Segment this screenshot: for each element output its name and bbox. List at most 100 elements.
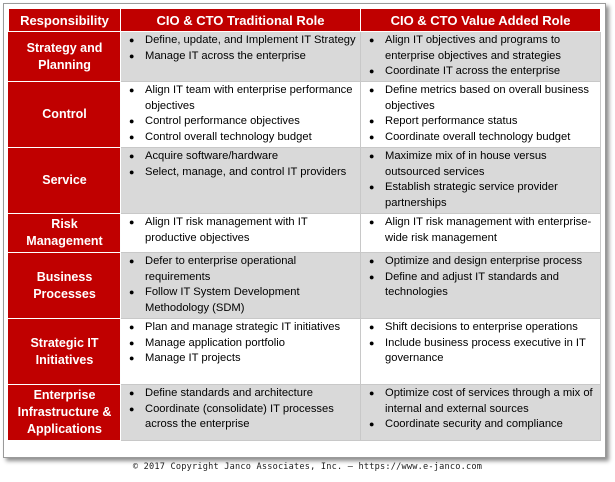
- bullet-icon: ●: [369, 35, 375, 45]
- list-item: ● Coordinate security and compliance: [363, 417, 596, 433]
- bullet-icon: ●: [369, 271, 375, 282]
- list-item-text: Acquire software/hardware: [145, 150, 279, 162]
- table-row: Strategic IT Initiatives ● Plan and manage…: [8, 318, 601, 385]
- list-item: ● Coordinate IT across the enterprise: [363, 64, 596, 80]
- list-item: ● Define metrics based on overall busines…: [363, 83, 596, 114]
- bullet-icon: ●: [129, 337, 135, 348]
- responsibility-cell: Risk Management: [8, 213, 121, 253]
- list-item-text: Shift decisions to enterprise operations: [385, 321, 578, 333]
- responsibility-cell: Enterprise Infrastructure & Applications: [8, 384, 121, 441]
- responsibility-cell: Control: [8, 81, 121, 148]
- table-row: Strategy and Planning ● Define, update, an…: [8, 31, 601, 82]
- bullet-icon: ●: [129, 287, 135, 297]
- value-added-role-cell: ● Align IT objectives and programs to ent…: [360, 31, 601, 82]
- bullet-list: ● Align IT risk management with IT produc…: [123, 215, 356, 246]
- list-item-text: Plan and manage strategic IT initiatives: [145, 321, 341, 333]
- value-added-role-cell: ● Shift decisions to enterprise operation…: [360, 318, 601, 385]
- bullet-list: ● Align IT team with enterprise performan…: [123, 83, 356, 145]
- bullet-list: ● Maximize mix of in house versus outsour…: [363, 149, 596, 211]
- list-item: ● Establish strategic service provider pa…: [363, 180, 596, 211]
- list-item: ● Align IT risk management with enterpris…: [363, 215, 596, 246]
- responsibility-cell: Strategic IT Initiatives: [8, 318, 121, 385]
- responsibility-cell: Service: [8, 147, 121, 214]
- responsibility-cell: Business Processes: [8, 252, 121, 319]
- traditional-role-cell: ● Define, update, and Implement IT Strate…: [120, 31, 361, 82]
- list-item: ● Defer to enterprise operational require…: [123, 254, 356, 285]
- header-traditional-role: CIO & CTO Traditional Role: [120, 8, 361, 32]
- bullet-list: ● Define metrics based on overall busines…: [363, 83, 596, 145]
- list-item: ● Control overall technology budget: [123, 130, 356, 146]
- list-item-text: Select, manage, and control IT providers: [145, 165, 347, 178]
- list-item: ● Align IT objectives and programs to ent…: [363, 33, 596, 64]
- bullet-list: ● Define standards and architecture ● Coord…: [123, 386, 356, 433]
- bullet-icon: ●: [369, 85, 375, 95]
- list-item-text: Coordinate (consolidate) IT processes ac…: [145, 402, 334, 431]
- list-item: ● Select, manage, and control IT provider…: [123, 165, 356, 181]
- bullet-icon: ●: [369, 388, 375, 398]
- bullet-icon: ●: [129, 217, 135, 227]
- bullet-icon: ●: [369, 256, 375, 266]
- list-item-text: Coordinate IT across the enterprise: [385, 65, 561, 77]
- bullet-list: ● Align IT objectives and programs to ent…: [363, 33, 596, 80]
- table-frame: Responsibility CIO & CTO Traditional Rol…: [3, 3, 606, 458]
- table-row: Risk Management ● Align IT risk management…: [8, 213, 601, 253]
- list-item: ● Follow IT System Development Methodolog…: [123, 285, 356, 316]
- list-item-text: Defer to enterprise operational requirem…: [145, 255, 297, 283]
- list-item-text: Optimize and design enterprise process: [385, 255, 583, 267]
- table-row: Control ● Align IT team with enterprise pe…: [8, 81, 601, 148]
- list-item-text: Align IT team with enterprise performanc…: [145, 84, 353, 112]
- bullet-icon: ●: [369, 322, 375, 332]
- list-item: ● Optimize cost of services through a mix…: [363, 386, 596, 417]
- list-item: ● Manage IT projects: [123, 351, 356, 367]
- bullet-list: ● Define, update, and Implement IT Strate…: [123, 33, 356, 64]
- list-item-text: Control performance objectives: [145, 115, 300, 127]
- list-item-text: Control overall technology budget: [145, 130, 312, 143]
- bullet-list: ● Defer to enterprise operational require…: [123, 254, 356, 316]
- list-item: ● Optimize and design enterprise process: [363, 254, 596, 270]
- value-added-role-cell: ● Optimize cost of services through a mix…: [360, 384, 601, 441]
- list-item: ● Shift decisions to enterprise operation…: [363, 320, 596, 336]
- traditional-role-cell: ● Plan and manage strategic IT initiative…: [120, 318, 361, 385]
- list-item: ● Align IT team with enterprise performan…: [123, 83, 356, 114]
- list-item: ● Report performance status: [363, 114, 596, 130]
- list-item: ● Manage application portfolio: [123, 336, 356, 352]
- header-row: Responsibility CIO & CTO Traditional Rol…: [8, 8, 601, 32]
- list-item-text: Coordinate security and compliance: [385, 418, 563, 430]
- list-item-text: Manage IT projects: [145, 352, 241, 364]
- value-added-role-cell: ● Maximize mix of in house versus outsour…: [360, 147, 601, 214]
- list-item-text: Define, update, and Implement IT Strateg…: [145, 34, 356, 46]
- bullet-icon: ●: [129, 388, 135, 398]
- list-item-text: Manage IT across the enterprise: [145, 49, 306, 62]
- responsibility-cell: Strategy and Planning: [8, 31, 121, 82]
- list-item-text: Align IT objectives and programs to ente…: [385, 34, 561, 62]
- list-item: ● Manage IT across the enterprise: [123, 49, 356, 65]
- bullet-icon: ●: [369, 182, 375, 192]
- list-item: ● Acquire software/hardware: [123, 149, 356, 165]
- list-item: ● Define, update, and Implement IT Strate…: [123, 33, 356, 49]
- bullet-icon: ●: [129, 353, 135, 363]
- list-item-text: Include business process executive in IT…: [385, 336, 586, 365]
- bullet-list: ● Optimize cost of services through a mix…: [363, 386, 596, 433]
- bullet-icon: ●: [369, 419, 375, 429]
- table-row: Business Processes ● Defer to enterprise o…: [8, 252, 601, 319]
- list-item: ● Coordinate (consolidate) IT processes a…: [123, 402, 356, 433]
- bullet-list: ● Plan and manage strategic IT initiative…: [123, 320, 356, 367]
- traditional-role-cell: ● Defer to enterprise operational require…: [120, 252, 361, 319]
- bullet-list: ● Acquire software/hardware ● Select, manag…: [123, 149, 356, 180]
- bullet-list: ● Optimize and design enterprise process ●…: [363, 254, 596, 301]
- bullet-icon: ●: [369, 151, 375, 161]
- list-item: ● Include business process executive in I…: [363, 336, 596, 367]
- bullet-icon: ●: [369, 116, 375, 126]
- list-item-text: Optimize cost of services through a mix …: [385, 387, 593, 415]
- list-item: ● Control performance objectives: [123, 114, 356, 130]
- bullet-icon: ●: [129, 116, 135, 126]
- bullet-icon: ●: [129, 166, 135, 177]
- bullet-icon: ●: [129, 131, 135, 142]
- bullet-icon: ●: [129, 403, 135, 414]
- header-responsibility: Responsibility: [8, 8, 121, 32]
- list-item: ● Maximize mix of in house versus outsour…: [363, 149, 596, 180]
- list-item: ● Coordinate overall technology budget: [363, 130, 596, 146]
- list-item: ● Plan and manage strategic IT initiative…: [123, 320, 356, 336]
- list-item-text: Align IT risk management with enterprise…: [385, 216, 592, 244]
- table-row: Enterprise Infrastructure & Applications…: [8, 384, 601, 441]
